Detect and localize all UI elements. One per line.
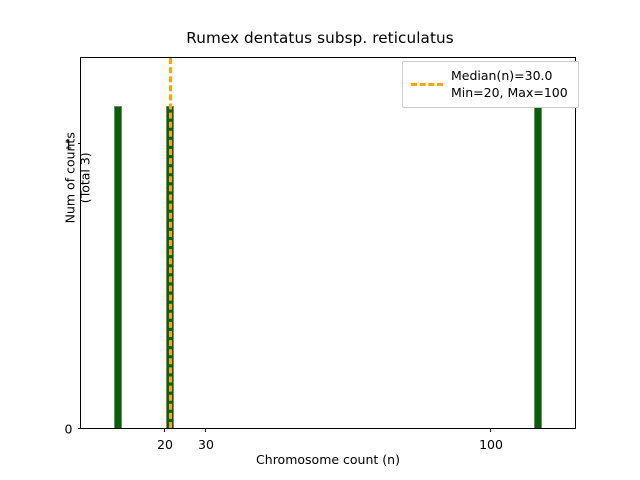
xtick-label-20: 20	[157, 436, 173, 452]
bar-20	[113, 106, 122, 428]
legend-median-line-icon	[411, 83, 443, 86]
plot-inner	[81, 58, 575, 428]
x-axis-label: Chromosome count (n)	[256, 452, 400, 467]
ytick-label-0: 0	[64, 421, 73, 437]
xtick-label-30: 30	[198, 436, 214, 452]
xtick-mark-30: 30	[198, 428, 214, 452]
chart-title: Rumex dentatus subsp. reticulatus	[186, 29, 454, 47]
bar-100	[534, 106, 543, 428]
y-axis-label: Num of counts (Total 3)	[62, 132, 92, 224]
xtick-mark-20: 20	[157, 428, 173, 452]
median-line-marker	[168, 58, 172, 428]
ytick-mark-1: 1	[65, 137, 81, 152]
ytick-mark-0: 0	[65, 422, 81, 437]
legend-entry-label: Median(n)=30.0 Min=20, Max=100	[451, 68, 568, 100]
legend-box: Median(n)=30.0 Min=20, Max=100	[402, 61, 579, 108]
xtick-mark-100: 100	[479, 428, 503, 452]
ytick-label-1: 1	[64, 136, 73, 152]
xtick-label-100: 100	[479, 436, 503, 452]
plot-area: 0 1 20 30 100	[65, 57, 576, 452]
